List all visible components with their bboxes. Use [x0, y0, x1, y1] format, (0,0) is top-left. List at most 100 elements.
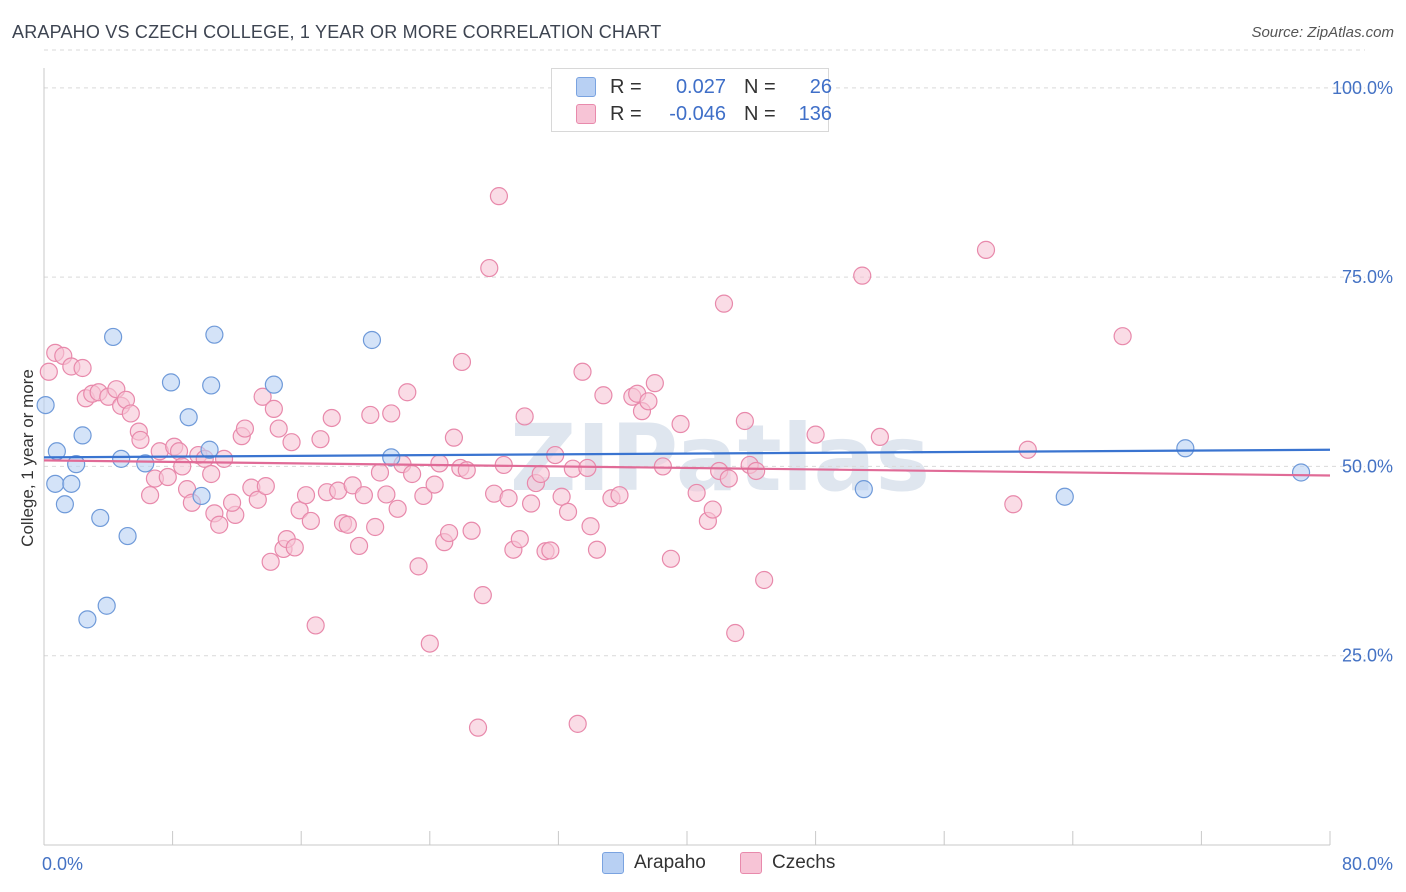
czechs-point: [645, 374, 664, 393]
czechs-point: [594, 386, 613, 405]
legend-r-value: 0.027: [675, 75, 726, 98]
czechs-point: [173, 457, 192, 476]
czechs-point: [587, 540, 607, 559]
czechs-point: [747, 461, 766, 481]
czechs-point: [480, 258, 499, 278]
czechs-point: [661, 549, 681, 568]
arapaho-point: [179, 408, 198, 427]
czechs-point: [382, 404, 401, 423]
czechs-point: [202, 464, 221, 484]
czechs-point: [853, 266, 872, 285]
czechs-point: [131, 430, 150, 450]
czechs-point: [719, 469, 738, 488]
czechs-point: [370, 463, 390, 482]
arapaho-point: [161, 373, 181, 392]
czechs-point: [687, 483, 706, 503]
y-axis-label: College, 1 year or more: [18, 369, 37, 547]
czechs-point: [248, 490, 267, 509]
arapaho-point: [1055, 487, 1074, 506]
czechs-point: [610, 486, 629, 505]
czechs-point: [541, 541, 560, 560]
czechs-swatch-icon: [576, 104, 596, 124]
czechs-point: [269, 419, 288, 438]
czechs-point: [452, 352, 472, 372]
czechs-point: [510, 530, 529, 549]
czechs-point: [468, 718, 488, 737]
czechs-point: [296, 486, 316, 505]
arapaho-point: [78, 610, 97, 629]
legend-n-value: 26: [809, 75, 832, 98]
czechs-point: [420, 634, 439, 653]
czechs-point: [735, 411, 754, 431]
arapaho-point: [36, 396, 55, 415]
stats-legend: R = 0.027 N = 26 R = -0.046 N = 136: [551, 68, 832, 132]
legend-n-label: N =: [744, 75, 776, 98]
czechs-point: [338, 515, 357, 534]
czechs-point: [573, 362, 592, 381]
arapaho-trend-line: [43, 448, 1331, 459]
arapaho-point: [73, 426, 92, 445]
czechs-point: [264, 399, 283, 418]
arapaho-point: [91, 508, 110, 528]
arapaho-point: [55, 495, 74, 514]
czechs-point: [388, 499, 407, 518]
czechs-point: [322, 408, 341, 428]
czechs-point: [256, 477, 275, 496]
czechs-point: [671, 414, 690, 434]
czechs-point: [531, 464, 550, 484]
arapaho-point: [192, 486, 211, 506]
bottom-legend-label: Arapaho: [634, 852, 706, 873]
czechs-point: [568, 714, 587, 733]
czechs-point: [73, 358, 92, 378]
arapaho-point: [362, 330, 382, 350]
source-label: Source: ZipAtlas.com: [1251, 24, 1394, 41]
bottom-legend-arapaho: Arapaho: [602, 852, 706, 874]
arapaho-point: [382, 448, 401, 467]
czechs-point: [366, 517, 385, 537]
y-tick-label: 100.0%: [1332, 78, 1393, 98]
arapaho-point: [46, 474, 65, 493]
czechs-point: [489, 187, 509, 206]
czechs-point: [290, 501, 309, 520]
arapaho-point: [200, 440, 219, 459]
czechs-point: [552, 487, 571, 506]
arapaho-swatch-icon: [576, 77, 596, 97]
chart-title: ARAPAHO VS CZECH COLLEGE, 1 YEAR OR MORE…: [12, 22, 662, 42]
czechs-point: [409, 557, 428, 576]
arapaho-point: [205, 325, 224, 344]
arapaho-point: [118, 526, 137, 546]
czechs-point: [639, 392, 658, 411]
czechs-point: [499, 489, 518, 508]
czechs-point: [1018, 440, 1037, 459]
czechs-point: [558, 502, 578, 521]
legend-row-czechs: R = -0.046 N = 136: [576, 101, 832, 127]
czechs-point: [1004, 495, 1023, 514]
czechs-point: [425, 475, 444, 494]
czechs-point: [1113, 327, 1132, 346]
czechs-point: [301, 511, 320, 531]
czechs-point: [235, 419, 255, 438]
czechs-point: [222, 493, 242, 512]
czechs-point: [515, 407, 534, 426]
czechs-point: [398, 383, 417, 402]
czechs-point: [581, 517, 600, 536]
legend-r-value: -0.046: [669, 102, 726, 125]
legend-r-label: R =: [610, 75, 642, 98]
czechs-point: [210, 515, 229, 534]
arapaho-point: [264, 375, 283, 394]
czechs-point: [253, 387, 272, 406]
czechs-point: [306, 616, 325, 635]
czechs-point: [377, 485, 396, 504]
y-tick-label: 50.0%: [1342, 456, 1393, 476]
czechs-point: [361, 405, 380, 425]
arapaho-point: [62, 474, 81, 493]
czechs-point: [473, 586, 492, 605]
czechs-point: [726, 623, 745, 643]
arapaho-swatch-icon: [602, 852, 624, 874]
czechs-point: [311, 430, 330, 449]
arapaho-point: [1291, 463, 1311, 482]
czechs-point: [976, 240, 996, 259]
y-tick-label: 25.0%: [1342, 646, 1393, 666]
